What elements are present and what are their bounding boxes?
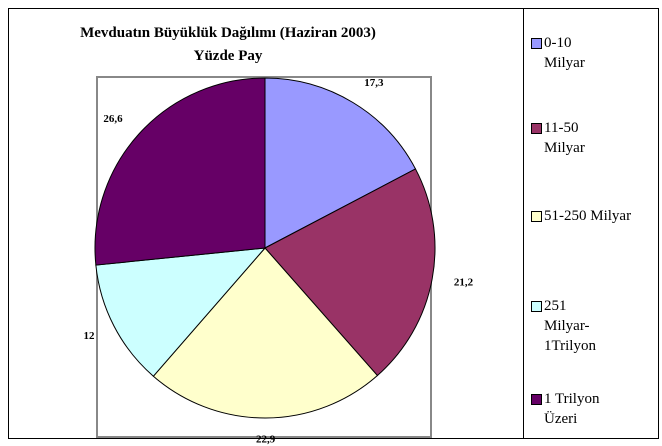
data-label: 21,2 [454,276,474,288]
legend-swatch [531,123,542,134]
data-label: 12 [83,330,95,342]
legend-label: 251 Milyar-1Trilyon [544,298,596,354]
pie-slice [264,168,436,377]
legend-label: 1 Trilyon Üzeri [544,391,600,427]
data-label: 22,9 [256,434,276,446]
data-label: 17,3 [364,77,384,89]
legend-item: 0-10 Milyar [531,33,615,73]
legend-label: 51-250 Milyar [544,208,632,224]
legend-item: 251 Milyar-1Trilyon [531,296,615,356]
chart-title: Mevduatın Büyüklük Dağılımı (Haziran 200… [80,25,376,41]
legend-item: 1 Trilyon Üzeri [531,389,615,429]
legend-swatch [531,394,542,405]
pie-slice [264,77,417,249]
legend-label: 0-10 Milyar [544,35,585,71]
pie-slice [95,247,267,377]
legend-swatch [531,301,542,312]
legend-item: 51-250 Milyar [531,206,631,226]
pie-slice [152,247,379,419]
legend-swatch [531,38,542,49]
pie-slice [94,77,266,266]
legend-label: 11-50 Milyar [544,120,585,156]
outer-frame [8,8,659,439]
legend-swatch [531,211,542,222]
chart-subtitle: Yüzde Pay [194,48,263,64]
legend-item: 11-50 Milyar [531,118,615,158]
data-label: 26,6 [103,113,123,125]
